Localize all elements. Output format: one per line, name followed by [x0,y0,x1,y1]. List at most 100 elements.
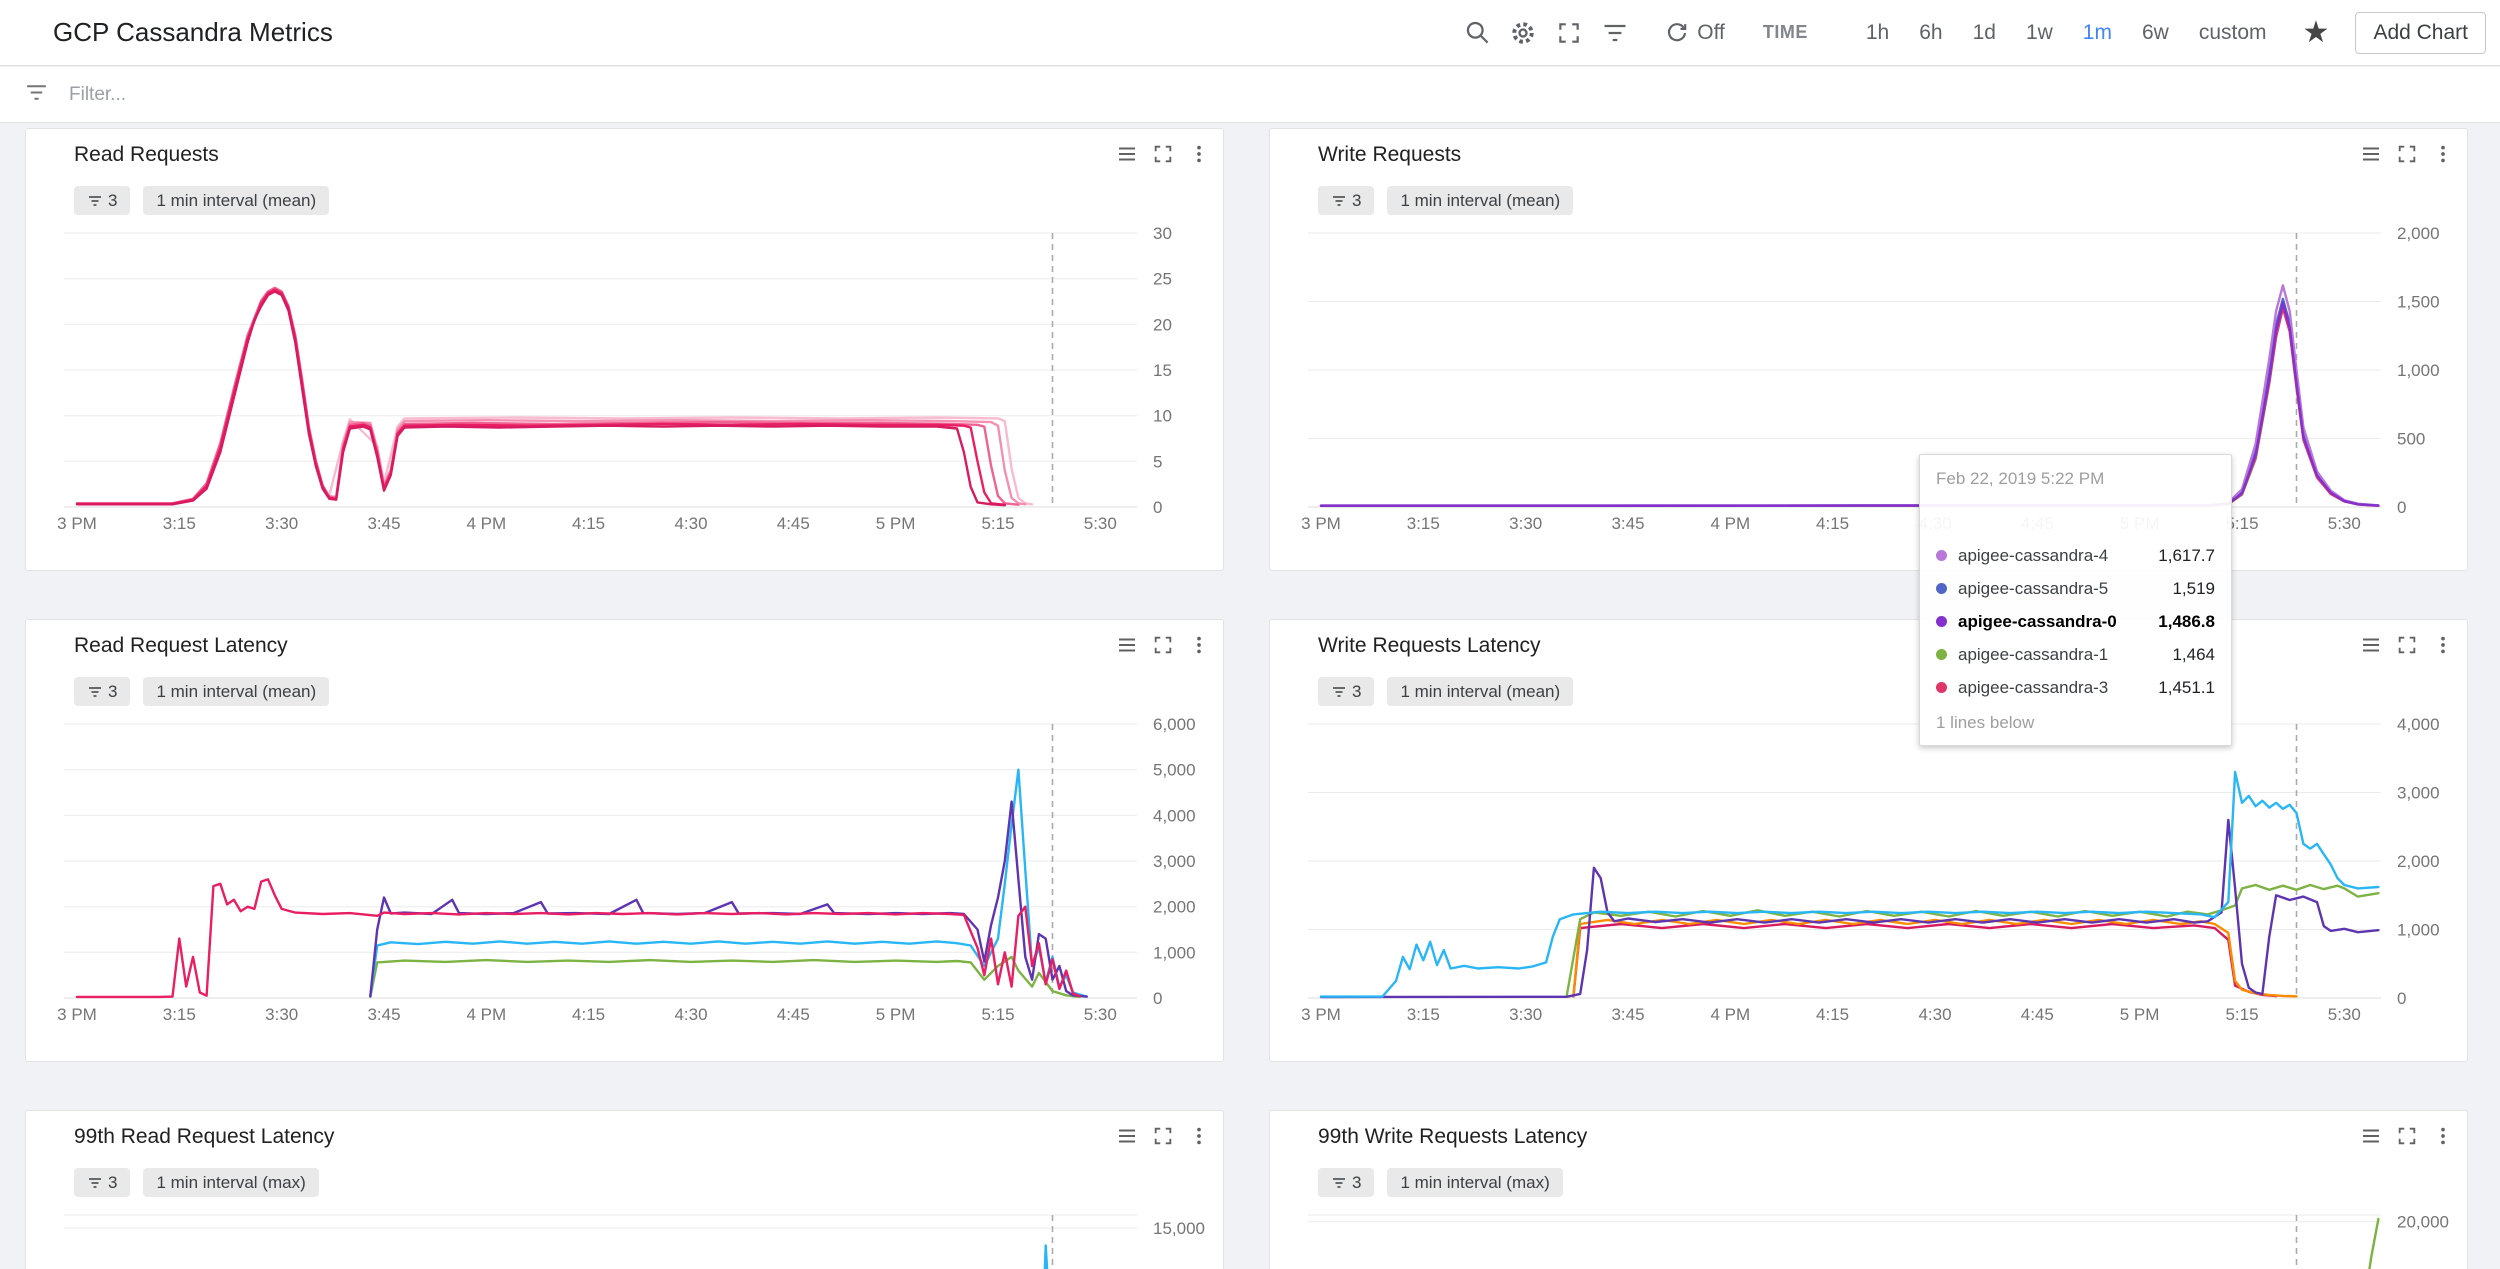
expand-chart-icon[interactable] [2389,139,2425,169]
svg-text:3:45: 3:45 [367,514,400,533]
svg-text:20,000: 20,000 [2397,1213,2449,1232]
filter-count-chip[interactable]: 3 [1318,677,1375,706]
svg-text:5:30: 5:30 [2328,514,2361,533]
filter-count-chip[interactable]: 3 [74,186,131,215]
svg-text:3 PM: 3 PM [57,1005,97,1024]
filter-count-chip[interactable]: 3 [74,677,131,706]
filter-count-chip[interactable]: 3 [74,1168,131,1197]
time-range-1w[interactable]: 1w [2025,20,2053,44]
more-options-kebab-icon[interactable] [2425,139,2461,169]
tooltip-row: apigee-cassandra-5 1,519 [1936,572,2215,605]
time-range-6w[interactable]: 6w [2141,20,2169,44]
svg-text:1,500: 1,500 [2397,293,2440,312]
svg-text:4,000: 4,000 [1153,806,1196,825]
chart-chips: 3 1 min interval (mean) [74,186,330,215]
auto-refresh-toggle[interactable]: Off [1664,20,1725,46]
time-range-custom[interactable]: custom [2198,20,2267,44]
svg-text:3:15: 3:15 [163,1005,196,1024]
settings-gear-icon[interactable] [1508,18,1538,48]
svg-text:5 PM: 5 PM [2120,1005,2160,1024]
svg-text:10: 10 [1153,407,1172,426]
tooltip-footer: 1 lines below [1936,713,2035,732]
search-icon[interactable] [1462,18,1492,48]
filter-input[interactable] [67,82,2476,107]
expand-chart-icon[interactable] [2389,1121,2425,1151]
chart-toolbar [1109,1121,1217,1151]
add-chart-button[interactable]: Add Chart [2355,11,2486,54]
svg-text:4:15: 4:15 [1816,1005,1849,1024]
interval-chip[interactable]: 1 min interval (max) [1387,1168,1563,1197]
chart-chips: 3 1 min interval (mean) [1318,677,1574,706]
expand-chart-icon[interactable] [1145,630,1181,660]
time-range-1h[interactable]: 1h [1865,20,1890,44]
filter-count-chip[interactable]: 3 [1318,1168,1375,1197]
svg-text:2,000: 2,000 [2397,852,2440,871]
line-chart[interactable]: 0 1,000 2,000 3,000 4,000 5,000 6,000 3 PM 3:15 3… [26,620,1223,1061]
svg-text:4:45: 4:45 [777,514,810,533]
svg-text:5: 5 [1153,452,1162,471]
svg-text:5,000: 5,000 [1153,761,1196,780]
svg-text:3 PM: 3 PM [1301,514,1341,533]
svg-text:1,000: 1,000 [2397,361,2440,380]
svg-text:1,000: 1,000 [2397,921,2440,940]
svg-text:3 PM: 3 PM [57,514,97,533]
chart-chips: 3 1 min interval (mean) [1318,186,1574,215]
line-chart[interactable]: 0 5 10 15 20 25 30 3 PM 3:15 3:30 3:45 4 PM 4:15 4:30… [26,129,1223,570]
page-title: GCP Cassandra Metrics [53,17,333,47]
chart-chips: 3 1 min interval (mean) [74,677,330,706]
auto-refresh-label: Off [1697,20,1725,44]
line-chart[interactable]: 0 1,000 2,000 3,000 4,000 3 PM 3:15 3:30 3:45 4 P… [1270,620,2467,1061]
legend-list-icon[interactable] [2353,630,2389,660]
series-color-dot [1936,583,1947,594]
interval-chip[interactable]: 1 min interval (mean) [143,186,330,215]
svg-text:3:45: 3:45 [367,1005,400,1024]
interval-chip[interactable]: 1 min interval (mean) [1387,186,1574,215]
time-range-selector: 1h 6h 1d 1w 1m 6w custom [1836,21,2267,45]
legend-list-icon[interactable] [2353,1121,2389,1151]
svg-text:3:45: 3:45 [1611,1005,1644,1024]
legend-list-icon[interactable] [1109,1121,1145,1151]
svg-text:4:15: 4:15 [1816,514,1849,533]
legend-list-icon[interactable] [2353,139,2389,169]
expand-chart-icon[interactable] [1145,1121,1181,1151]
legend-list-icon[interactable] [1109,630,1145,660]
svg-text:0: 0 [2397,989,2406,1008]
svg-text:3,000: 3,000 [2397,784,2440,803]
legend-list-icon[interactable] [1109,139,1145,169]
interval-chip[interactable]: 1 min interval (mean) [143,677,330,706]
svg-text:5 PM: 5 PM [876,514,916,533]
svg-text:5:15: 5:15 [2225,1005,2258,1024]
more-options-kebab-icon[interactable] [1181,1121,1217,1151]
favorite-star-icon[interactable]: ★ [2302,15,2330,49]
time-range-1m[interactable]: 1m [2082,20,2112,44]
svg-text:3:30: 3:30 [1509,1005,1542,1024]
fullscreen-icon[interactable] [1554,18,1584,48]
chart-card-read-requests: 0 5 10 15 20 25 30 3 PM 3:15 3:30 3:45 4 PM 4:15 4:30… [25,128,1224,571]
time-range-6h[interactable]: 6h [1919,20,1943,44]
filter-count-chip[interactable]: 3 [1318,186,1375,215]
expand-chart-icon[interactable] [1145,139,1181,169]
time-range-1d[interactable]: 1d [1972,20,1996,44]
series-color-dot [1936,616,1947,627]
series-color-dot [1936,682,1947,693]
tooltip-row: apigee-cassandra-4 1,617.7 [1936,539,2215,572]
svg-text:3:45: 3:45 [1611,514,1644,533]
chart-card-write-requests-latency: 0 1,000 2,000 3,000 4,000 3 PM 3:15 3:30 3:45 4 P… [1269,619,2468,1062]
svg-text:3:15: 3:15 [1407,514,1440,533]
time-mode-label: TIME [1762,22,1808,42]
more-options-kebab-icon[interactable] [2425,630,2461,660]
interval-chip[interactable]: 1 min interval (max) [143,1168,319,1197]
svg-text:2,000: 2,000 [2397,224,2440,243]
more-options-kebab-icon[interactable] [1181,139,1217,169]
expand-chart-icon[interactable] [2389,630,2425,660]
tooltip-row: apigee-cassandra-0 1,486.8 [1936,605,2215,638]
more-options-kebab-icon[interactable] [1181,630,1217,660]
chart-title: Write Requests Latency [1318,634,1541,657]
filter-list-icon[interactable] [1600,18,1630,48]
more-options-kebab-icon[interactable] [2425,1121,2461,1151]
interval-chip[interactable]: 1 min interval (mean) [1387,677,1574,706]
